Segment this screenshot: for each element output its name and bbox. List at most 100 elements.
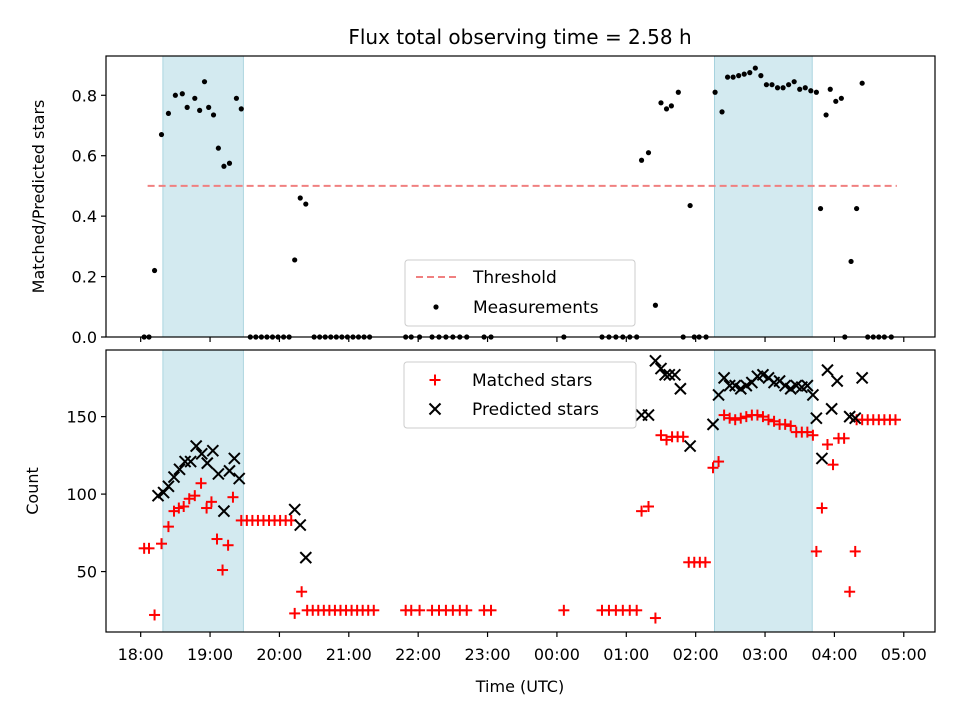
matched-stars-point — [816, 502, 828, 514]
predicted-stars-point — [654, 362, 668, 375]
predicted-stars-point — [189, 439, 203, 453]
measurement-point — [668, 103, 674, 109]
matched-stars-point — [558, 604, 570, 616]
predicted-stars-point — [706, 418, 720, 431]
predicted-stars-point — [195, 447, 208, 461]
predicted-stars-point — [849, 411, 862, 425]
matched-stars-point — [289, 607, 301, 619]
measurement-point — [192, 95, 198, 101]
measurement-point — [221, 163, 227, 169]
measurement-point — [172, 92, 178, 98]
top-y-tick-label: 0.0 — [72, 328, 97, 347]
matched-stars-point — [844, 586, 856, 598]
matched-stars-point — [735, 412, 747, 424]
measurement-point — [201, 79, 208, 85]
measurement-point — [813, 89, 819, 95]
predicted-stars-point — [217, 504, 231, 518]
predicted-stars-point — [815, 452, 829, 465]
predicted-stars-point — [717, 371, 731, 385]
matched-stars-point — [368, 604, 380, 616]
measurement-point — [238, 106, 244, 112]
matched-stars-point — [189, 490, 201, 502]
top-y-tick-label: 0.8 — [72, 86, 97, 105]
matched-stars-point — [143, 542, 155, 554]
predicted-stars-point — [228, 452, 241, 465]
bottom-panel: 50 100 150 18:00 19:00 20:00 21:00 22:00 23:00 0… — [23, 349, 936, 696]
measurement-point — [658, 100, 664, 106]
measurement-point — [719, 109, 725, 115]
matched-stars-point — [751, 409, 763, 421]
matched-stars-point — [801, 426, 813, 438]
measurement-point — [184, 104, 190, 110]
predicted-stars-point — [173, 463, 186, 476]
legend-threshold-label: Threshold — [472, 268, 557, 288]
measurement-point — [774, 85, 781, 91]
matched-stars-point — [768, 415, 780, 427]
predicted-stars-point — [206, 444, 220, 457]
measurement-point — [823, 112, 829, 118]
shaded-interval — [162, 349, 244, 633]
legend-predicted-label: Predicted stars — [472, 400, 599, 420]
bottom-y-tick-label: 100 — [66, 485, 97, 504]
measurement-point — [233, 95, 240, 101]
x-tick-label: 23:00 — [464, 645, 510, 664]
top-legend: Threshold Measurements — [404, 259, 636, 327]
matched-stars-point — [155, 538, 167, 550]
predicted-stars-point — [428, 402, 442, 416]
measurement-point — [210, 112, 217, 118]
x-tick-label: 20:00 — [256, 645, 302, 664]
shaded-interval — [713, 349, 813, 633]
measurement-point — [730, 74, 736, 80]
matched-stars-point — [414, 604, 426, 616]
measurement-point — [859, 80, 865, 86]
measurement-point — [645, 150, 652, 156]
measurement-point — [712, 89, 718, 95]
x-tick-label: 02:00 — [673, 645, 719, 664]
x-tick-label: 01:00 — [603, 645, 649, 664]
predicted-stars-point — [830, 374, 844, 388]
top-legend-box — [404, 259, 636, 327]
predicted-stars-point — [712, 388, 725, 402]
predicted-stars-point — [162, 480, 175, 493]
measurement-point — [780, 85, 786, 91]
legend-matched-label: Matched stars — [472, 371, 592, 391]
legend-matched-swatch — [429, 374, 441, 386]
measurement-point — [848, 258, 854, 265]
x-tick-label: 05:00 — [881, 645, 927, 664]
bottom-legend: Matched stars Predicted stars — [403, 361, 637, 429]
matched-stars-point — [889, 414, 901, 426]
predicted-stars-point — [212, 467, 225, 481]
top-y-tick-label: 0.2 — [72, 268, 97, 287]
predicted-stars-point — [806, 388, 820, 402]
bottom-y-tick-label: 150 — [66, 408, 97, 427]
predicted-stars-point — [294, 518, 307, 532]
predicted-stars-point — [649, 354, 662, 368]
matched-stars-point — [201, 502, 213, 514]
matched-stars-point — [838, 432, 850, 444]
measurement-point — [652, 302, 659, 308]
bottom-plot-frame — [105, 349, 936, 633]
predicted-stars-point — [658, 368, 672, 381]
matched-stars-point — [807, 429, 819, 441]
measurement-point — [158, 131, 165, 138]
predicted-stars-point — [674, 382, 687, 395]
predicted-stars-point — [810, 411, 823, 425]
matched-stars-point — [677, 431, 689, 443]
matched-stars-point — [713, 456, 725, 468]
predicted-stars-point — [299, 551, 312, 564]
matched-stars-point — [222, 539, 234, 551]
measurement-point — [226, 160, 233, 166]
measurement-point — [769, 82, 775, 88]
measurement-point — [791, 79, 797, 85]
measurement-point — [833, 98, 839, 104]
matched-stars-point — [195, 477, 207, 489]
legend-measurements-label: Measurements — [473, 298, 599, 318]
measurement-point — [297, 195, 303, 201]
measurement-point — [687, 202, 693, 209]
measurement-point — [786, 82, 792, 88]
matched-stars-point — [763, 414, 775, 426]
matched-stars-point — [757, 411, 769, 423]
x-tick-label: 21:00 — [326, 645, 372, 664]
measurement-point — [797, 86, 803, 92]
